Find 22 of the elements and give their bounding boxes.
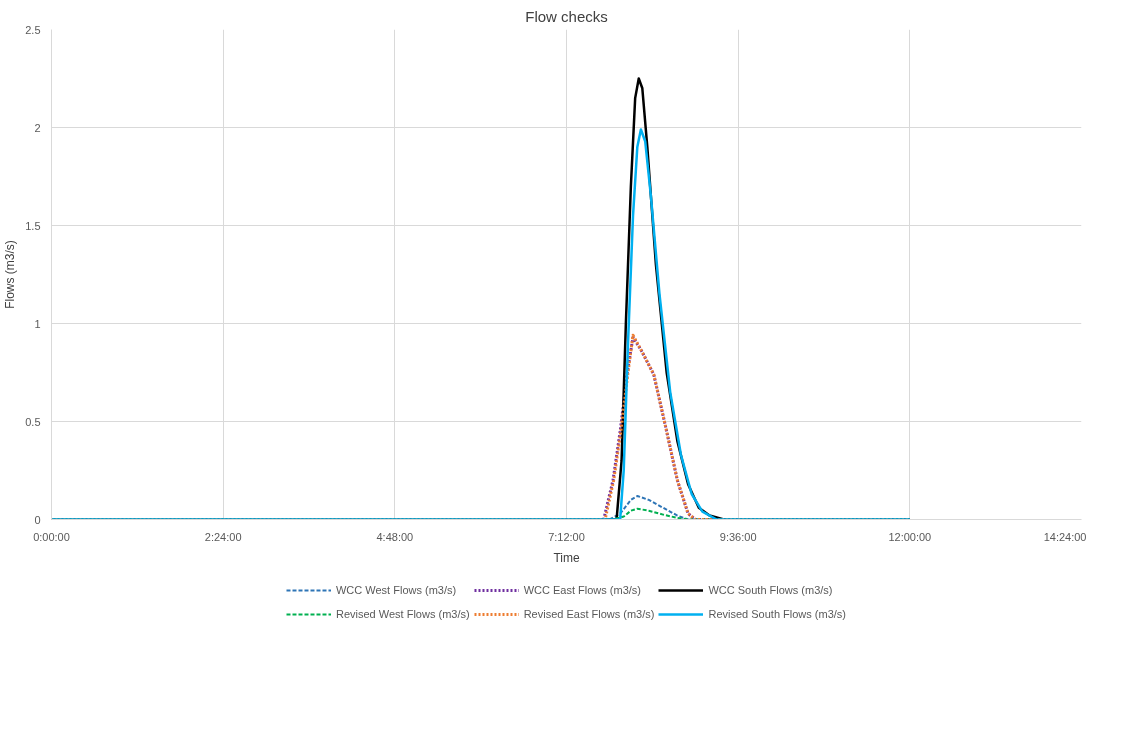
y-axis-title: Flows (m3/s): [3, 240, 18, 309]
x-tick-label: 4:48:00: [376, 530, 414, 543]
legend-label: Revised South Flows (m3/s): [708, 608, 847, 620]
y-tick-label: 2: [34, 121, 41, 134]
y-tick-label: 0: [34, 513, 41, 526]
y-tick-label: 2.5: [25, 23, 41, 36]
x-tick-label: 14:24:00: [1043, 530, 1087, 543]
y-tick-label: 1: [34, 317, 41, 330]
x-axis-title: Time: [553, 550, 580, 565]
x-tick-label: 0:00:00: [33, 530, 70, 543]
legend-label: Revised East Flows (m3/s): [523, 608, 655, 620]
legend-label: WCC East Flows (m3/s): [523, 584, 641, 596]
x-tick-label: 7:12:00: [548, 530, 585, 543]
y-tick-label: 0.5: [25, 415, 41, 428]
x-tick-label: 2:24:00: [204, 530, 242, 543]
legend-label: WCC West Flows (m3/s): [335, 584, 457, 596]
x-tick-label: 12:00:00: [888, 530, 932, 543]
x-tick-label: 9:36:00: [719, 530, 757, 543]
y-tick-label: 1.5: [25, 219, 41, 232]
legend-label: WCC South Flows (m3/s): [708, 584, 833, 596]
legend-label: Revised West Flows (m3/s): [335, 608, 470, 620]
chart-title: Flow checks: [525, 7, 608, 25]
